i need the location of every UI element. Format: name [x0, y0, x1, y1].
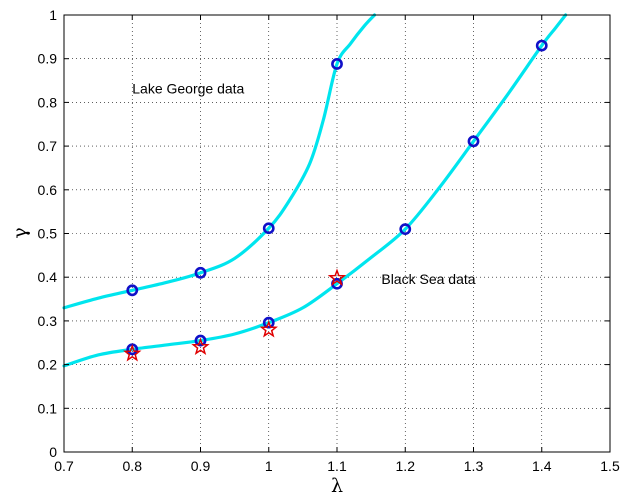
y-tick-label: 0 — [49, 444, 57, 460]
circle-marker — [467, 135, 480, 148]
x-tick-label: 1.4 — [532, 458, 552, 474]
x-tick-label: 1.1 — [327, 458, 347, 474]
y-tick-label: 0.5 — [38, 226, 58, 242]
star-marker — [123, 343, 142, 362]
y-tick-label: 0.2 — [38, 357, 58, 373]
circle-marker — [126, 284, 139, 297]
grid — [64, 15, 610, 452]
circle-marker — [399, 223, 412, 236]
circle-marker — [535, 39, 548, 52]
annotation-1: Lake George data — [132, 81, 244, 97]
x-tick-label: 1.3 — [464, 458, 484, 474]
data-markers — [123, 39, 548, 362]
y-tick-label: 0.7 — [38, 138, 58, 154]
x-tick-label: 1 — [265, 458, 273, 474]
y-tick-label: 0.1 — [38, 400, 58, 416]
fitted-curve-2 — [62, 13, 568, 368]
circle-marker — [262, 316, 275, 329]
x-tick-label: 0.7 — [54, 458, 74, 474]
x-axis-label: λ — [331, 475, 343, 497]
y-tick-label: 0.4 — [38, 269, 58, 285]
x-tick-label: 0.8 — [123, 458, 143, 474]
star-marker — [191, 337, 210, 355]
y-tick-label: 0.9 — [38, 51, 58, 67]
y-tick-label: 0.3 — [38, 313, 58, 329]
circle-marker — [194, 334, 207, 347]
fitted-curves — [62, 13, 568, 368]
x-tick-label: 1.5 — [600, 458, 620, 474]
star-marker — [327, 268, 347, 286]
circle-marker — [194, 266, 207, 279]
circle-marker — [331, 58, 343, 70]
fitted-curve-1 — [62, 13, 377, 310]
x-tick-label: 1.2 — [396, 458, 416, 474]
axis-ticks: 0.7 0.8 0.9 1 1.1 1.2 1.3 1.4 1.5 0 0.1 0.2 0.3 0.4 0.… — [38, 7, 620, 474]
y-tick-label: 1 — [49, 7, 57, 23]
annotation-2: Black Sea data — [381, 271, 475, 287]
star-marker — [259, 319, 278, 338]
x-tick-label: 0.9 — [191, 458, 211, 474]
annotations: Lake George data Black Sea data — [132, 81, 475, 287]
y-tick-label: 0.6 — [38, 182, 58, 198]
y-axis-label: γ — [9, 227, 31, 238]
circle-marker — [262, 222, 275, 235]
y-tick-label: 0.8 — [38, 94, 58, 110]
